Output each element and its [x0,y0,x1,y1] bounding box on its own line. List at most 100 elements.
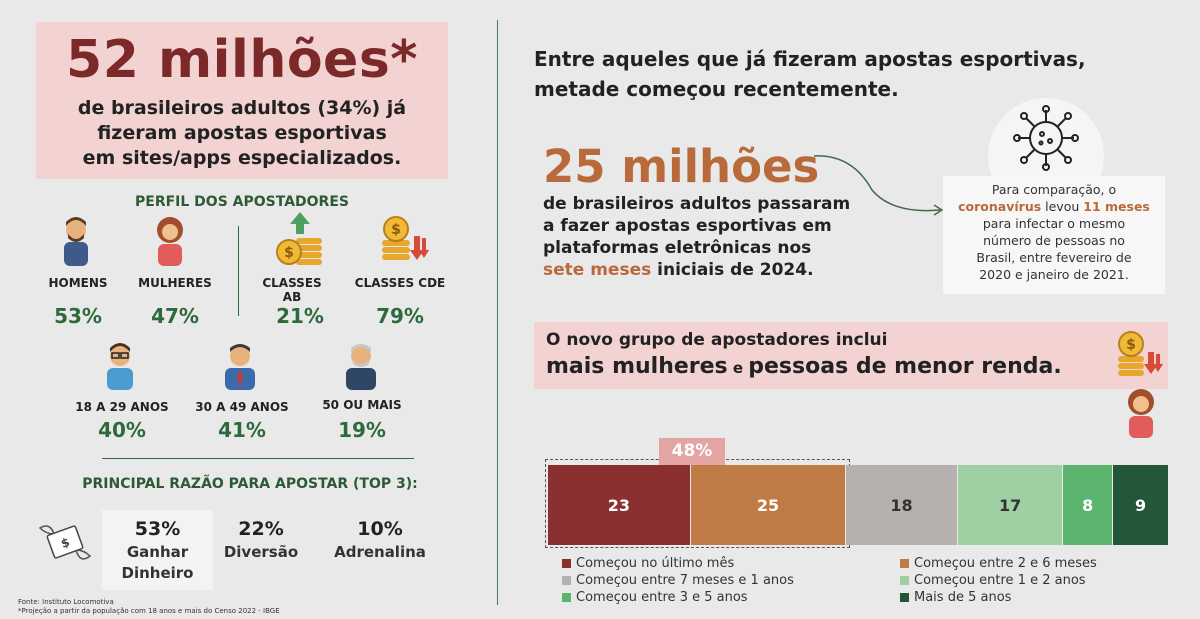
right-subtext-line: sete meses iniciais de 2024. [543,259,883,281]
legend-swatch [562,593,571,602]
legend-swatch [900,559,909,568]
comparison-line: 2020 e janeiro de 2021. [979,267,1129,282]
legend-label: Começou no último mês [576,556,735,571]
footnote-projection: *Projeção a partir da população com 18 a… [18,607,280,615]
new-group-women: mais mulheres [546,354,728,379]
profile-pct-30-49: 41% [218,418,266,442]
legend-swatch [562,559,571,568]
highlight-coronavirus: coronavírus [958,199,1042,214]
legend-label: Começou entre 3 e 5 anos [576,590,748,605]
legend-item: Mais de 5 anos [900,590,1011,605]
profile-separator [238,226,239,316]
bar-segment: 18 [846,465,957,545]
reason-pct-money: 53% [134,518,181,540]
comparison-line: Para comparação, o [991,182,1117,197]
bar-segment: 9 [1113,465,1168,545]
legend-item: Começou entre 2 e 6 meses [900,556,1097,571]
section-separator [102,458,414,459]
legend-swatch [562,576,571,585]
coins-down-icon: $ [1118,331,1163,376]
right-subtext-end: iniciais de 2024. [651,260,814,280]
profile-title: PERFIL DOS APOSTADORES [135,194,349,210]
right-big-subtext: de brasileiros adultos passaram a fazer … [543,193,883,281]
reason-pct-fun: 22% [238,518,284,540]
svg-text:$: $ [1126,337,1136,353]
profile-pct-18-29: 40% [98,418,146,442]
profile-pct-classes-ab: 21% [276,304,324,328]
senior-person-icon [346,344,376,390]
legend-label: Começou entre 1 e 2 anos [914,573,1086,588]
adult-person-icon [225,344,255,390]
profile-label-30-49: 30 A 49 ANOS [195,400,289,414]
hero-subtext-line: em sites/apps especializados. [82,147,402,169]
footnote-source: Fonte: Instituto Locomotiva [18,598,114,606]
legend-item: Começou no último mês [562,556,734,571]
right-subtext-line: de brasileiros adultos passaram [543,194,851,214]
young-person-icon [107,343,133,390]
bar-segment: 17 [957,465,1063,545]
profile-pct-men: 53% [54,304,102,328]
svg-text:$: $ [284,245,294,261]
reason-label-adrenaline: Adrenalina [334,543,426,561]
profile-label-50-plus: 50 OU MAIS [322,398,402,412]
reason-card-highlight [102,510,213,590]
new-group-income: pessoas de menor renda. [748,354,1062,379]
pointer-arrow [813,155,944,216]
bar-segment: 8 [1063,465,1113,545]
reason-pct-adrenaline: 10% [357,518,403,540]
reason-label-line: Dinheiro [121,564,194,582]
right-subtext-line: plataformas eletrônicas nos [543,238,812,258]
profile-label-18-29: 18 A 29 ANOS [75,400,169,414]
legend-item: Começou entre 1 e 2 anos [900,573,1086,588]
footnote: Fonte: Instituto Locomotiva *Projeção a … [18,598,478,616]
coins-down-icon: $ [382,216,429,260]
legend-swatch [900,576,909,585]
man-icon [64,217,88,266]
recent-bettors-badge: 48% [659,438,725,465]
right-headline-line: Entre aqueles que já fizeram apostas esp… [534,47,1086,71]
legend-item: Começou entre 3 e 5 anos [562,590,748,605]
comparison-line: número de pessoas no [983,233,1125,248]
legend-item: Começou entre 7 meses e 1 anos [562,573,794,588]
profile-pct-50-plus: 19% [338,418,386,442]
legend-label: Mais de 5 anos [914,590,1012,605]
legend-swatch [900,593,909,602]
reason-label-line: Ganhar [126,543,189,561]
comparison-connector: levou [1041,199,1084,214]
legend-label: Começou entre 7 meses e 1 anos [576,573,794,588]
new-group-line-2: mais mulheres e pessoas de menor renda. [546,354,1062,379]
right-headline-line: metade começou recentemente. [534,77,899,101]
reason-title: PRINCIPAL RAZÃO PARA APOSTAR (TOP 3): [82,476,418,492]
profile-label-classes-ab: CLASSES AB [262,276,322,304]
column-divider [497,20,498,605]
right-headline: Entre aqueles que já fizeram apostas esp… [534,44,1174,104]
bar-segment: 23 [548,465,690,545]
highlight-eleven-months: 11 meses [1083,199,1150,214]
comparison-line: para infectar o mesmo [982,216,1126,231]
legend-label: Começou entre 2 e 6 meses [914,556,1097,571]
hero-subtext-line: de brasileiros adultos (34%) já [77,97,407,119]
hero-headline: 52 milhões* [66,30,418,90]
coins-up-icon: $ [276,212,322,265]
virus-icon [1013,105,1079,171]
profile-pct-women: 47% [151,304,199,328]
right-big-number: 25 milhões [543,140,820,193]
new-group-box [534,322,1168,389]
woman-icon [157,217,183,266]
comparison-box: Para comparação, o coronavírus levou 11 … [943,176,1165,294]
profile-label-classes-cde: CLASSES CDE [354,276,446,290]
profile-pct-classes-cde: 79% [376,304,424,328]
woman-icon [1128,389,1154,438]
hero-subtext-line: fizeram apostas esportivas [97,122,387,144]
reason-label-money: Ganhar Dinheiro [102,542,213,584]
reason-label-fun: Diversão [223,543,299,561]
profile-label-men: HOMENS [48,276,108,290]
bar-segment: 25 [690,465,846,545]
svg-text:$: $ [391,222,401,238]
right-subtext-line: a fazer apostas esportivas em [543,216,832,236]
new-group-connector: e [727,359,749,377]
highlight-seven-months: sete meses [543,260,652,280]
comparison-line: coronavírus levou 11 meses [953,198,1155,215]
flying-money-icon: $ [38,525,92,560]
hero-box [36,22,448,179]
